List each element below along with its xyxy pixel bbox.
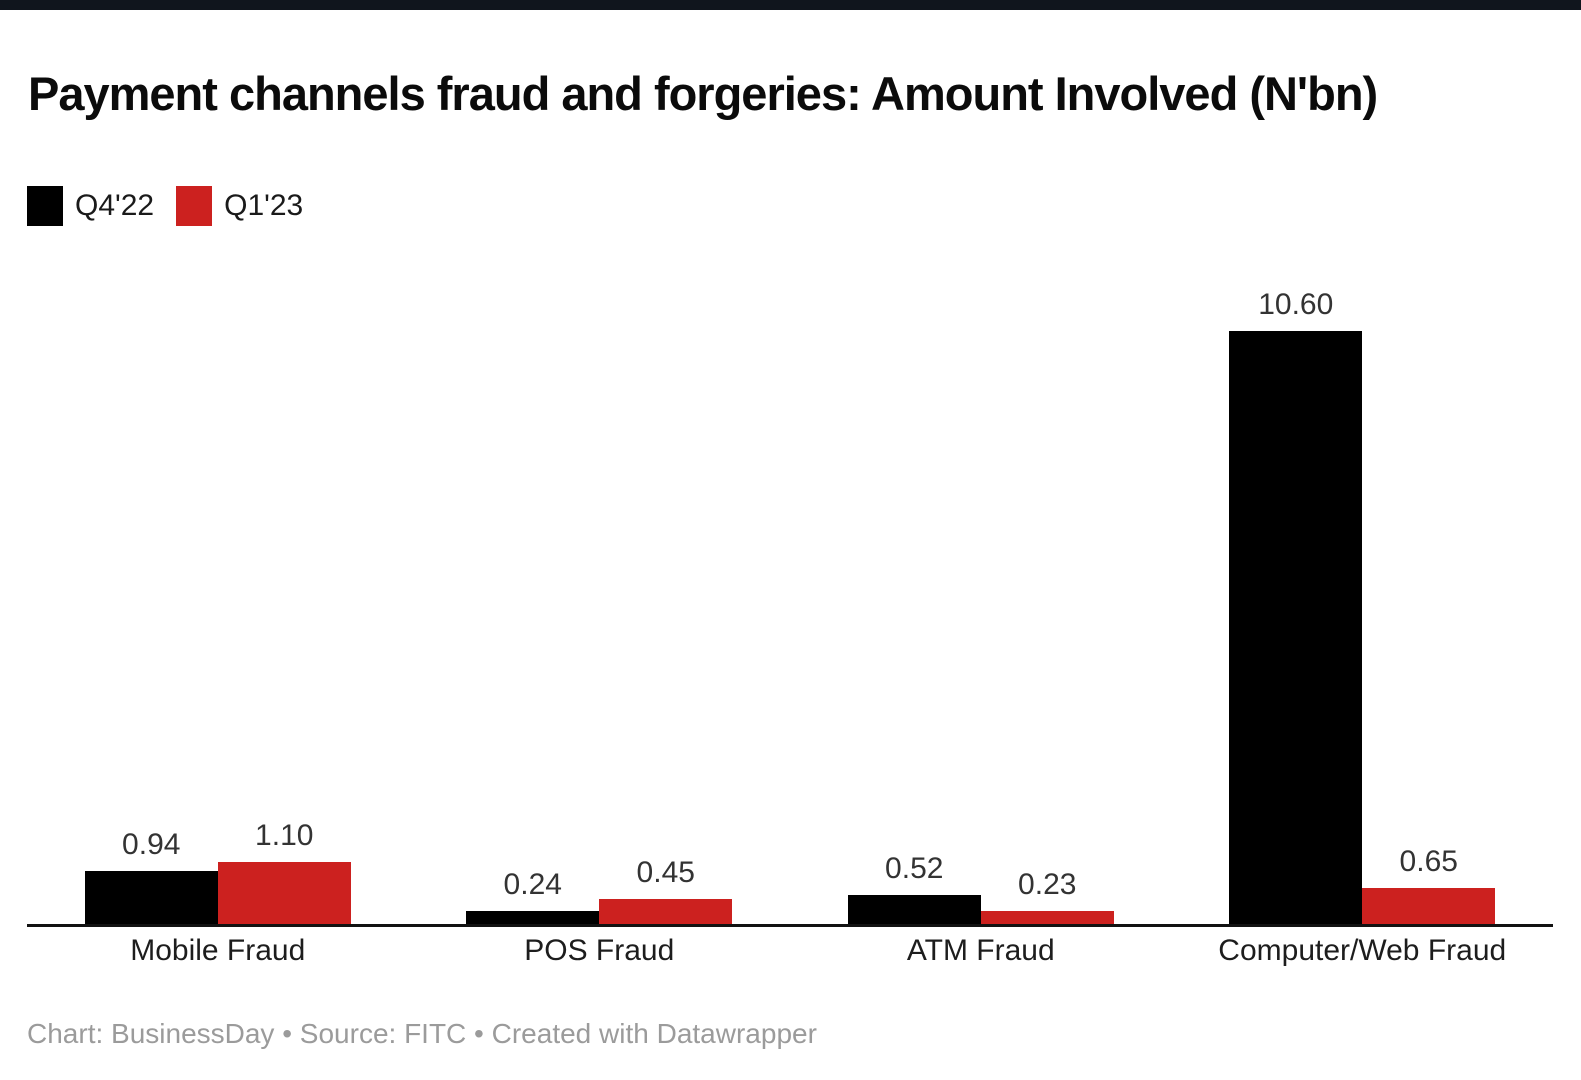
- category-label-pos-fraud: POS Fraud: [524, 934, 675, 967]
- legend: Q4'22 Q1'23: [27, 186, 303, 226]
- category-label-computer-web-fraud: Computer/Web Fraud: [1218, 934, 1507, 967]
- bar-wrap-q4-22: 0.52: [847, 852, 981, 924]
- chart-title: Payment channels fraud and forgeries: Am…: [28, 67, 1378, 121]
- bar-wrap-q4-22: 0.24: [466, 868, 600, 924]
- bar-value-label: 0.65: [1399, 845, 1458, 878]
- bar-q4-22-mobile-fraud: [84, 871, 218, 924]
- category-label-atm-fraud: ATM Fraud: [906, 934, 1055, 967]
- bar-value-label: 0.52: [885, 852, 944, 885]
- bar-q4-22-computer-web-fraud: [1229, 331, 1363, 924]
- bar-group-computer-web-fraud: 10.60 0.65: [1172, 288, 1554, 924]
- attribution-footer: Chart: BusinessDay • Source: FITC • Crea…: [27, 1018, 817, 1049]
- legend-label: Q4'22: [75, 189, 155, 222]
- bar-q4-22-atm-fraud: [847, 895, 981, 924]
- bar-value-label: 1.10: [255, 819, 314, 852]
- bar-q1-23-mobile-fraud: [217, 862, 351, 924]
- legend-swatch-icon: [176, 186, 213, 226]
- bar-group-mobile-fraud: 0.94 1.10: [27, 819, 409, 924]
- legend-swatch-icon: [27, 186, 63, 226]
- bar-group-pos-fraud: 0.24 0.45: [409, 856, 791, 924]
- bar-value-label: 0.24: [503, 868, 562, 901]
- bar-q1-23-computer-web-fraud: [1362, 888, 1496, 924]
- bar-wrap-q1-23: 0.23: [980, 868, 1114, 924]
- bar-wrap-q1-23: 0.45: [599, 856, 733, 924]
- bar-q1-23-pos-fraud: [599, 899, 733, 924]
- x-axis-category-labels: Mobile Fraud POS Fraud ATM Fraud Computer/W…: [27, 934, 1553, 968]
- bar-value-label: 0.94: [122, 828, 181, 861]
- bar-wrap-q1-23: 1.10: [217, 819, 351, 924]
- bar-wrap-q4-22: 0.94: [84, 828, 218, 924]
- bar-q4-22-pos-fraud: [466, 911, 600, 924]
- plot-area: 0.94 1.10 0.24 0.45 0.52 0.23 10.60 0.65: [27, 274, 1553, 927]
- window-top-strip: [0, 0, 1581, 10]
- bar-value-label: 0.45: [636, 856, 695, 889]
- bar-wrap-q1-23: 0.65: [1362, 845, 1496, 924]
- category-label-mobile-fraud: Mobile Fraud: [130, 934, 306, 967]
- bar-value-label: 10.60: [1258, 288, 1334, 321]
- legend-label: Q1'23: [224, 189, 304, 222]
- bar-group-atm-fraud: 0.52 0.23: [790, 852, 1172, 924]
- bar-wrap-q4-22: 10.60: [1229, 288, 1363, 924]
- bar-q1-23-atm-fraud: [980, 911, 1114, 924]
- bar-value-label: 0.23: [1018, 868, 1077, 901]
- legend-item-q4-22: Q4'22: [27, 186, 154, 226]
- legend-item-q1-23: Q1'23: [176, 186, 303, 226]
